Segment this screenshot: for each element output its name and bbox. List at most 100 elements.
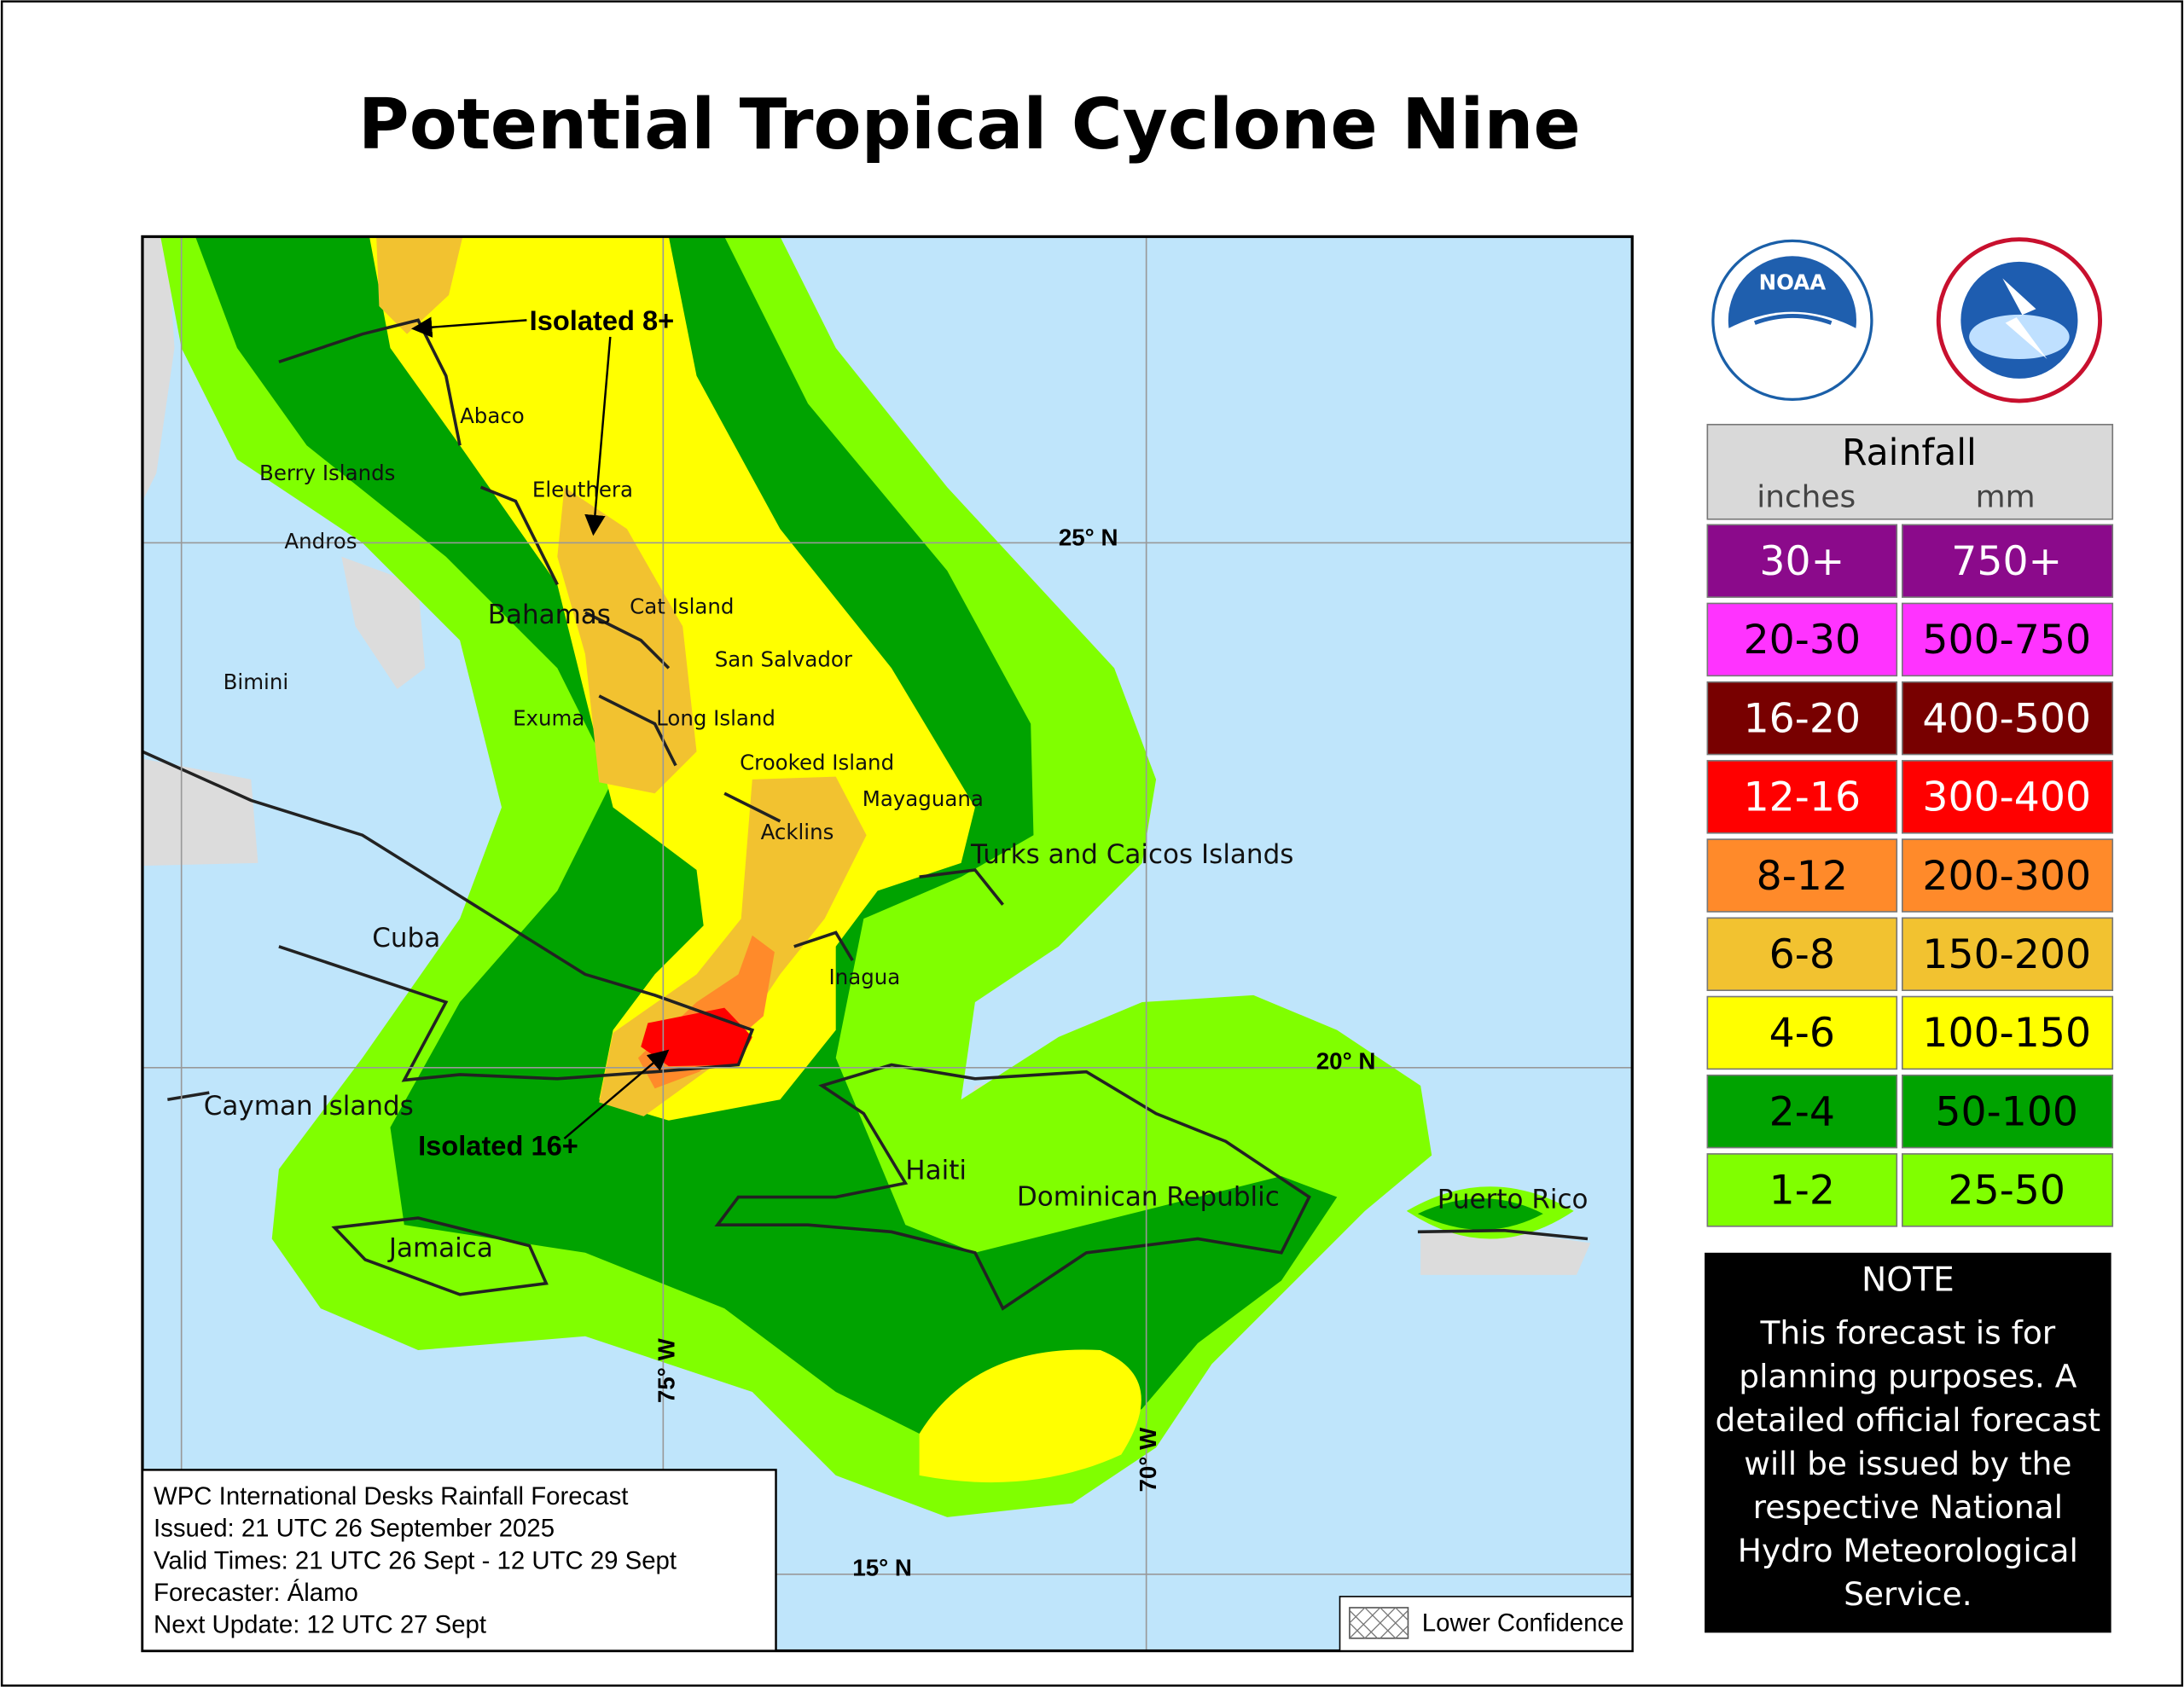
annotation: Isolated 16+ [418, 1130, 578, 1162]
legend-mm: 400-500 [1922, 695, 2091, 742]
legend-swatch [1902, 602, 2114, 677]
legend-mm: 100-150 [1922, 1010, 2091, 1057]
legend-swatch [1902, 681, 2114, 756]
legend-swatch [1706, 681, 1898, 756]
title: Potential Tropical Cyclone Nine [358, 84, 1581, 165]
nws-logo [1936, 237, 2103, 403]
coastlines [142, 318, 1589, 1311]
legend-mm: 500-750 [1922, 617, 2091, 664]
annotation: Isolated 8+ [530, 304, 675, 336]
rain-6-8 [376, 236, 867, 1116]
map [142, 236, 1633, 1651]
note-line: detailed official forecast [1716, 1401, 2101, 1439]
map-frame [141, 235, 1634, 1653]
place-label: Haiti [905, 1155, 967, 1186]
legend-unit: mm [1976, 479, 2036, 514]
note-line: planning purposes. A [1739, 1358, 2077, 1395]
place-label: Cat Island [630, 594, 734, 619]
info-lines: WPC International Desks Rainfall Forecas… [154, 1482, 677, 1638]
annotation-arrows [410, 316, 670, 1139]
place-label: Exuma [513, 705, 584, 730]
legend-swatch [1902, 995, 2114, 1070]
place-label: Jamaica [387, 1233, 493, 1264]
lower-confidence-label: Lower Confidence [1422, 1609, 1624, 1638]
legend-title: Rainfall [1842, 432, 1977, 474]
note-line: This forecast is for [1760, 1314, 2056, 1352]
legend-swatch [1902, 1074, 2114, 1149]
legend-mm: 750+ [1951, 538, 2062, 585]
hatch-swatch [1349, 1607, 1409, 1639]
legend-mm: 200-300 [1922, 853, 2091, 900]
legend-inches: 6-8 [1769, 931, 1835, 978]
place-label: Cuba [372, 923, 440, 954]
legend-swatch [1902, 524, 2114, 598]
grid-labels: 25° N 20° N 15° N 75° W 70° W [653, 525, 1375, 1581]
legend-header [1706, 423, 2114, 520]
note-line: respective National [1753, 1488, 2063, 1526]
legend-swatch [1902, 1153, 2114, 1227]
place-label: Acklins [761, 820, 834, 844]
legend-inches: 16-20 [1744, 695, 1861, 742]
legend-swatch [1706, 838, 1898, 913]
lat-label: 20° N [1316, 1047, 1376, 1074]
legend-inches: 8-12 [1757, 853, 1848, 900]
lon-label: 70° W [1135, 1427, 1161, 1493]
place-label: San Salvador [715, 647, 853, 672]
place-label: Crooked Island [740, 751, 894, 775]
legend-inches: 20-30 [1744, 617, 1861, 664]
legend-inches: 4-6 [1769, 1010, 1835, 1057]
place-label: Eleuthera [532, 478, 633, 502]
legend-inches: 2-4 [1769, 1088, 1835, 1135]
hatch [1349, 1607, 1409, 1639]
place-label: Dominican Republic [1017, 1181, 1280, 1212]
info-line: Issued: 21 UTC 26 September 2025 [154, 1515, 555, 1543]
note-line: Hydro Meteorological [1738, 1532, 2078, 1569]
note-line: will be issued by the [1744, 1445, 2071, 1482]
place-label: Mayaguana [863, 786, 984, 811]
legend-inches: 12-16 [1744, 774, 1861, 821]
legend-mm: 150-200 [1922, 931, 2091, 978]
place-label: Berry Islands [259, 461, 395, 485]
place-label: Inagua [829, 965, 901, 989]
legend-swatch [1706, 1153, 1898, 1227]
noaa-logo: NOAA [1711, 239, 1873, 402]
legend-swatch [1902, 917, 2114, 991]
place-label: Bahamas [488, 600, 611, 630]
note-lines: This forecast is for planning purposes. A… [1716, 1314, 2101, 1613]
note-box [1705, 1252, 2111, 1633]
legend-mm: 300-400 [1922, 774, 2091, 821]
place-label: Andros [284, 529, 357, 554]
legend-swatch [1706, 760, 1898, 834]
legend-swatch [1706, 995, 1898, 1070]
legend-mm: 50-100 [1935, 1088, 2078, 1135]
lon-label: 75° W [653, 1337, 679, 1403]
place-label: Bimini [224, 670, 289, 694]
info-line: WPC International Desks Rainfall Forecas… [154, 1482, 628, 1510]
lat-label: 15° N [852, 1554, 912, 1580]
place-label: Cayman Islands [204, 1091, 414, 1122]
note-line: Service. [1844, 1575, 1972, 1613]
legend-swatch [1902, 838, 2114, 913]
legend-unit: inches [1757, 479, 1856, 514]
noaa-text: NOAA [1759, 270, 1827, 294]
legend: 30+ 750+ 20-30 500-750 16-20 400-500 12-16 300-… [1706, 524, 2114, 1227]
place-label: Turks and Caicos Islands [970, 839, 1293, 870]
legend-swatch [1902, 760, 2114, 834]
lat-label: 25° N [1059, 525, 1118, 551]
legend-inches: 30+ [1759, 538, 1844, 585]
legend-inches: 1-2 [1769, 1168, 1835, 1215]
place-label: Abaco [460, 403, 525, 428]
legend-swatch [1706, 524, 1898, 598]
note-title: NOTE [1862, 1261, 1955, 1300]
info-box [141, 1469, 777, 1652]
place-label: Long Island [656, 705, 775, 730]
legend-mm: 25-50 [1948, 1168, 2065, 1215]
place-labels: Abaco Berry Islands Eleuthera Andros Bah… [204, 403, 1589, 1264]
legend-swatch [1706, 917, 1898, 991]
info-line: Next Update: 12 UTC 27 Sept [154, 1610, 486, 1638]
legend-swatch [1706, 602, 1898, 677]
info-line: Valid Times: 21 UTC 26 Sept - 12 UTC 29 … [154, 1546, 677, 1574]
info-line: Forecaster: Álamo [154, 1579, 358, 1607]
legend-swatch [1706, 1074, 1898, 1149]
